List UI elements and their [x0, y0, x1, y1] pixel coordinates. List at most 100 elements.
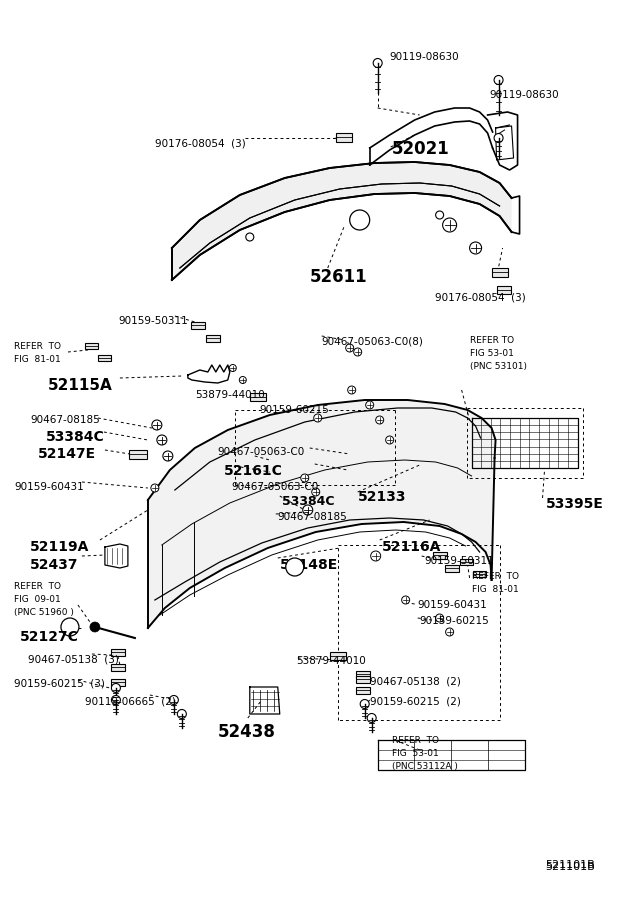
Text: 52611: 52611	[310, 268, 368, 286]
Circle shape	[157, 435, 167, 445]
Circle shape	[494, 76, 503, 85]
Text: 53879-44010: 53879-44010	[296, 656, 366, 666]
Bar	[206, 335, 220, 341]
Text: 52147E: 52147E	[38, 447, 96, 461]
Bar	[356, 687, 370, 694]
Circle shape	[303, 505, 312, 515]
Bar	[460, 559, 473, 565]
Bar	[191, 321, 205, 328]
Text: 90467-08185: 90467-08185	[278, 512, 348, 522]
Bar	[433, 552, 446, 559]
Text: FIG  81-01: FIG 81-01	[14, 355, 61, 364]
Text: REFER  TO: REFER TO	[14, 582, 61, 591]
Bar	[335, 132, 352, 141]
Circle shape	[436, 211, 444, 219]
Circle shape	[61, 618, 79, 636]
Text: 90176-08054  (3): 90176-08054 (3)	[435, 292, 525, 302]
Text: FIG 53-01: FIG 53-01	[469, 349, 513, 358]
Bar	[330, 652, 346, 660]
Bar	[99, 355, 112, 361]
Text: 90159-50311: 90159-50311	[425, 556, 494, 566]
Bar	[356, 670, 370, 678]
Circle shape	[367, 714, 376, 723]
Circle shape	[312, 488, 320, 496]
Circle shape	[353, 348, 361, 356]
Circle shape	[402, 596, 410, 604]
Text: 52119A: 52119A	[30, 540, 89, 554]
Circle shape	[350, 210, 370, 230]
Text: (PNC 53112A ): (PNC 53112A )	[392, 762, 458, 771]
Circle shape	[346, 344, 353, 352]
Circle shape	[348, 386, 356, 394]
Text: 52133: 52133	[358, 490, 406, 504]
Circle shape	[436, 614, 444, 622]
Circle shape	[314, 414, 322, 422]
Text: 52437: 52437	[30, 558, 79, 572]
Text: 90119-08630: 90119-08630	[490, 90, 559, 100]
Text: 90467-05138  (2): 90467-05138 (2)	[370, 676, 461, 686]
Text: 90159-60215  (3): 90159-60215 (3)	[14, 678, 105, 688]
Text: 90159-50311: 90159-50311	[118, 316, 188, 326]
Circle shape	[469, 242, 482, 254]
Circle shape	[301, 474, 309, 482]
Bar	[445, 564, 459, 572]
Bar	[250, 393, 266, 401]
Bar	[111, 679, 125, 686]
Text: REFER  TO: REFER TO	[14, 342, 61, 351]
Text: 53384C: 53384C	[281, 495, 334, 508]
Bar	[497, 286, 510, 294]
Text: 521101B: 521101B	[546, 862, 595, 872]
Text: REFER TO: REFER TO	[469, 336, 514, 345]
Text: 90176-08054  (3): 90176-08054 (3)	[155, 138, 246, 148]
Circle shape	[360, 699, 369, 708]
Circle shape	[151, 484, 159, 492]
Polygon shape	[172, 162, 511, 280]
Circle shape	[371, 551, 381, 561]
Text: 53384C: 53384C	[46, 430, 105, 444]
Text: 90159-60215: 90159-60215	[420, 616, 489, 626]
Circle shape	[494, 133, 503, 142]
Text: (PNC 53101): (PNC 53101)	[469, 362, 526, 371]
Bar	[86, 343, 99, 349]
Circle shape	[169, 696, 179, 705]
Bar	[473, 571, 486, 577]
Bar	[129, 449, 147, 458]
Circle shape	[229, 364, 236, 372]
Text: 52148E: 52148E	[280, 558, 338, 572]
Text: REFER  TO: REFER TO	[392, 736, 439, 745]
Text: REFER  TO: REFER TO	[472, 572, 518, 581]
Text: 52161C: 52161C	[224, 464, 283, 478]
Text: 90467-05063-C0: 90467-05063-C0	[218, 447, 305, 457]
Circle shape	[163, 451, 173, 461]
Bar	[356, 676, 370, 682]
Bar	[111, 649, 125, 655]
Circle shape	[90, 622, 100, 632]
Bar	[111, 663, 125, 670]
Bar	[492, 267, 508, 276]
Text: 52127C: 52127C	[20, 630, 79, 644]
Text: (PNC 51960 ): (PNC 51960 )	[14, 608, 74, 617]
Circle shape	[152, 420, 162, 430]
Circle shape	[446, 628, 454, 636]
Text: 90467-05063-C0(8): 90467-05063-C0(8)	[322, 336, 423, 346]
Circle shape	[386, 436, 394, 444]
Text: 90119-08630: 90119-08630	[389, 52, 459, 62]
Circle shape	[177, 709, 187, 718]
Text: 90159-60431: 90159-60431	[418, 600, 487, 610]
Text: 90159-60431: 90159-60431	[14, 482, 84, 492]
Circle shape	[373, 58, 382, 68]
Text: 52021: 52021	[392, 140, 450, 158]
Text: 90119-06665  (2): 90119-06665 (2)	[85, 696, 176, 706]
Text: 53395E: 53395E	[546, 497, 603, 511]
Text: 521101B: 521101B	[546, 860, 595, 870]
Text: 90159-60215: 90159-60215	[260, 405, 329, 415]
Text: 52116A: 52116A	[382, 540, 441, 554]
Text: FIG  53-01: FIG 53-01	[392, 749, 438, 758]
Circle shape	[286, 558, 304, 576]
Text: 53879-44010: 53879-44010	[195, 390, 265, 400]
Circle shape	[239, 376, 246, 383]
Circle shape	[112, 683, 120, 692]
Text: FIG  09-01: FIG 09-01	[14, 595, 61, 604]
Circle shape	[443, 218, 456, 232]
Circle shape	[376, 416, 384, 424]
